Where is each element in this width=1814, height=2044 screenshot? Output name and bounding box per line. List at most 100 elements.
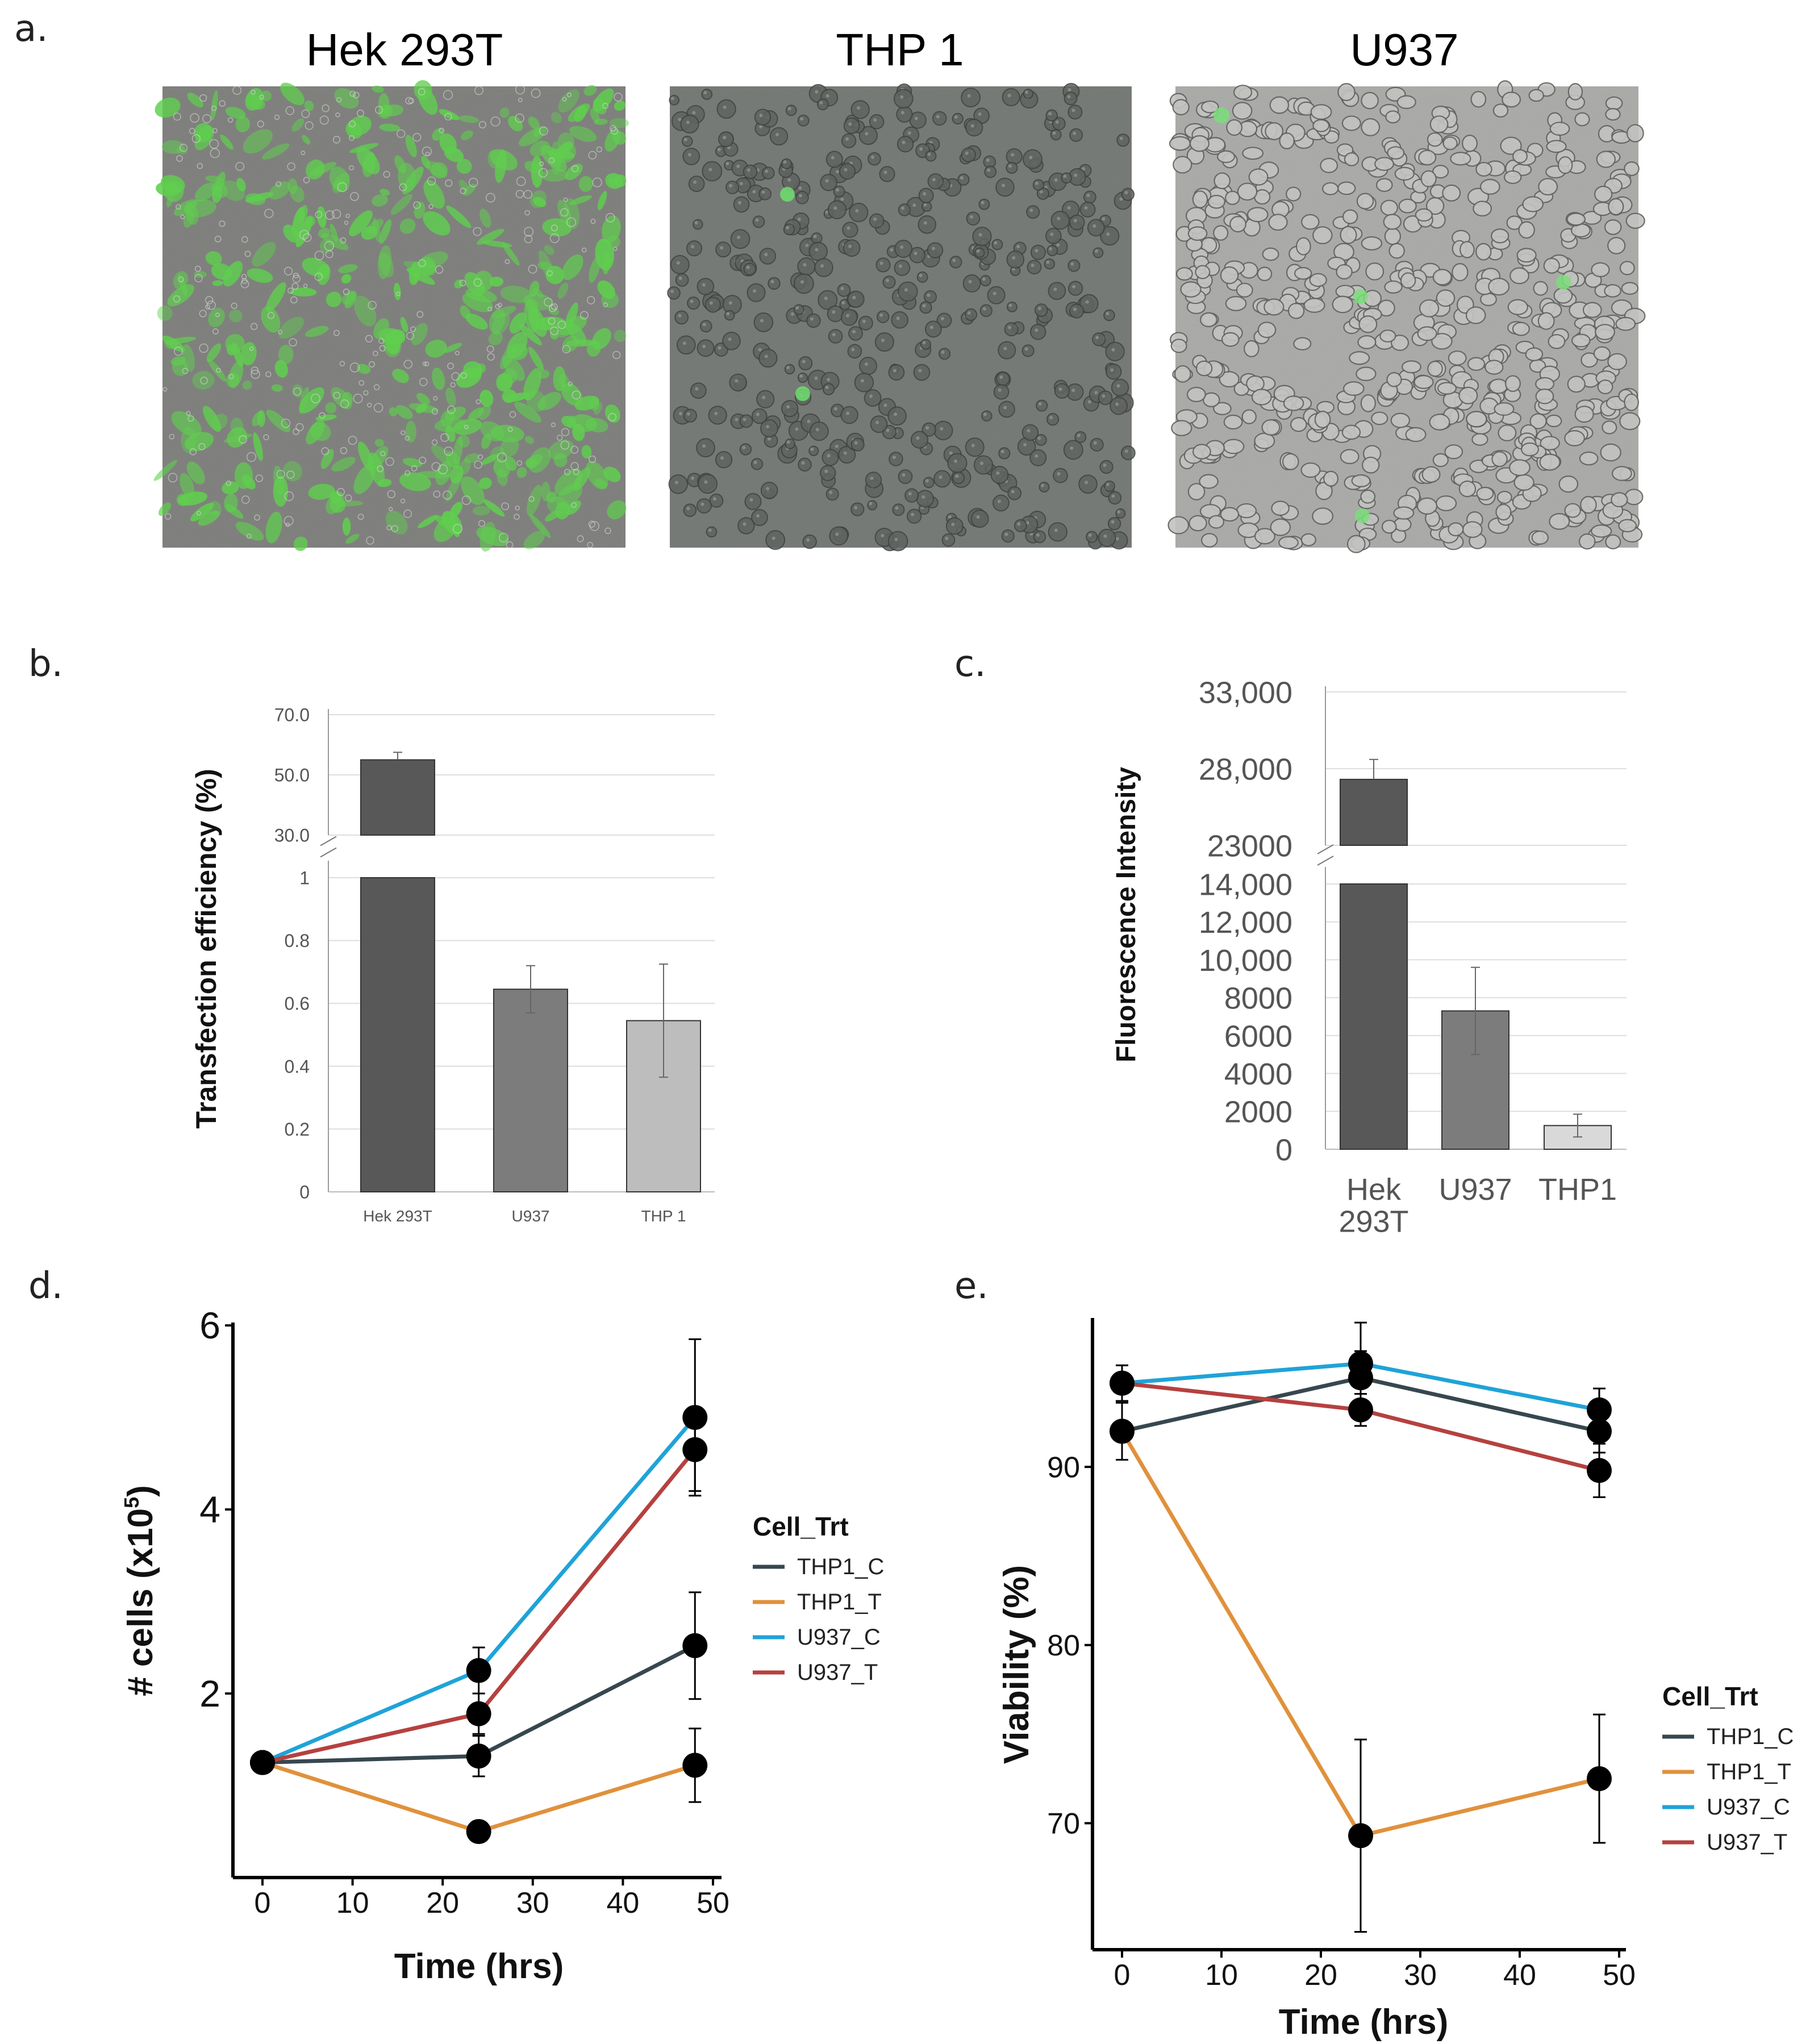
y-tick-label-upper: 23000 — [1207, 829, 1292, 863]
image-title-hek: Hek 293T — [306, 24, 503, 75]
panel-a-label: a. — [14, 8, 48, 50]
data-point-thp1_t — [1587, 1766, 1612, 1791]
legend-label-u937_c: U937_C — [1707, 1795, 1790, 1820]
legend-label-u937_t: U937_T — [1707, 1830, 1787, 1855]
axis-break-mark — [1317, 844, 1334, 854]
x-axis-title: Time (hrs) — [394, 1947, 564, 1986]
x-category-label: U937 — [512, 1207, 550, 1225]
axis-break-mark — [320, 847, 337, 858]
image-title-u937: U937 — [1350, 24, 1458, 75]
y-axis-title-close: ) — [121, 1485, 160, 1497]
y-tick-label-lower: 10,000 — [1199, 944, 1292, 978]
bar-lower-part — [1340, 883, 1408, 1150]
x-tick-label: 30 — [1404, 1959, 1437, 1992]
x-tick-label: 0 — [1114, 1959, 1131, 1992]
panel-label: b. — [28, 643, 63, 685]
x-category-label: Hek — [1346, 1173, 1402, 1207]
y-tick-label-lower: 0.2 — [285, 1119, 310, 1140]
x-tick-label: 20 — [426, 1887, 459, 1920]
data-point-u937_t — [1348, 1397, 1373, 1423]
micrograph-thp1 — [667, 83, 1136, 552]
micrograph-hek293t — [153, 80, 629, 552]
y-tick-label-upper: 50.0 — [274, 765, 310, 786]
legend-label-u937_t: U937_T — [797, 1660, 878, 1685]
x-category-label: Hek 293T — [363, 1207, 432, 1225]
data-point-thp1_t — [1348, 1823, 1373, 1849]
x-tick-label: 30 — [516, 1887, 549, 1920]
panel-label: d. — [28, 1265, 63, 1307]
y-tick-label: 70 — [1047, 1808, 1080, 1841]
y-axis-title: Viability (%) — [997, 1565, 1036, 1764]
data-point-u937_c — [682, 1405, 708, 1430]
legend-label-thp1_t: THP1_T — [1707, 1759, 1791, 1784]
bar-lower-part — [360, 877, 435, 1192]
data-point-u937_c — [466, 1658, 491, 1683]
x-tick-label: 50 — [1603, 1959, 1636, 1992]
data-point-thp1_t — [466, 1819, 491, 1845]
image-title-thp1: THP 1 — [836, 24, 964, 75]
micrograph-u937 — [1167, 80, 1646, 553]
legend-title: Cell_Trt — [1662, 1682, 1758, 1711]
data-point-u937_t — [1587, 1458, 1612, 1483]
y-tick-label: 80 — [1047, 1629, 1080, 1662]
x-tick-label: 20 — [1304, 1959, 1337, 1992]
y-tick-label-lower: 14,000 — [1199, 867, 1292, 902]
y-tick-label-lower: 8000 — [1224, 982, 1292, 1016]
y-tick-label-upper: 30.0 — [274, 825, 310, 846]
y-tick-label-lower: 12,000 — [1199, 906, 1292, 940]
legend-label-u937_c: U937_C — [797, 1625, 881, 1650]
y-tick-label-lower: 4000 — [1224, 1057, 1292, 1091]
y-tick-label-lower: 1 — [299, 868, 310, 888]
x-tick-label: 10 — [1205, 1959, 1238, 1992]
data-point-u937_t — [682, 1437, 708, 1462]
bar — [1340, 778, 1408, 846]
x-tick-label: 0 — [255, 1887, 271, 1920]
panel-e-viability-chart: e. 0 10 20 30 40 50 70 80 90 Time (hrs) Viability (… — [954, 1265, 1794, 2042]
data-point-u937_t — [1110, 1370, 1135, 1396]
y-tick-label-lower: 0.6 — [285, 994, 310, 1014]
x-category-label: 293T — [1338, 1205, 1408, 1239]
panel-d-cell-count-chart: d. 0 10 20 30 40 50 2 4 6 Time (hrs) # cells (x105)… — [28, 1265, 884, 1986]
data-point-u937_c — [1587, 1397, 1612, 1423]
y-tick-label-upper: 70.0 — [274, 705, 310, 725]
data-point-thp1_c — [1587, 1419, 1612, 1444]
y-axis-title: # cells (x105) — [120, 1485, 160, 1696]
y-tick-label: 4 — [199, 1488, 220, 1530]
y-tick-label-lower: 0.8 — [285, 931, 310, 951]
x-tick-label: 10 — [336, 1887, 369, 1920]
axis-break-mark — [320, 836, 337, 846]
y-tick-label-lower: 0 — [299, 1182, 310, 1203]
axis-break-mark — [1317, 856, 1334, 866]
y-tick-label-lower: 0.4 — [285, 1056, 310, 1077]
data-point-thp1_t — [682, 1753, 708, 1778]
y-tick-label: 90 — [1047, 1451, 1080, 1484]
data-point-u937_t — [250, 1750, 275, 1775]
legend-title: Cell_Trt — [753, 1512, 849, 1541]
y-tick-label-lower: 2000 — [1224, 1095, 1292, 1129]
legend-label-thp1_t: THP1_T — [797, 1590, 882, 1615]
bar — [493, 988, 568, 1192]
data-point-u937_c — [1348, 1351, 1373, 1376]
x-category-label: THP1 — [1538, 1173, 1617, 1207]
data-point-thp1_c — [466, 1743, 491, 1769]
y-tick-label: 6 — [199, 1304, 220, 1346]
panel-label: c. — [954, 643, 986, 685]
data-point-thp1_t — [1110, 1419, 1135, 1444]
y-tick-label-lower: 6000 — [1224, 1019, 1292, 1053]
x-tick-label: 40 — [606, 1887, 639, 1920]
x-category-label: U937 — [1438, 1173, 1512, 1207]
y-axis-title: Fluorescence Intensity — [1111, 767, 1141, 1062]
panel-b-transfection-chart: b. 30.0 50.0 70.0 0 0.2 0.4 0.6 0.8 1 Transfection… — [28, 643, 715, 1225]
y-tick-label-upper: 28,000 — [1199, 752, 1292, 786]
data-point-thp1_c — [682, 1633, 708, 1658]
legend-label-thp1_c: THP1_C — [1707, 1724, 1794, 1749]
y-axis-title-main: # cells (x10 — [121, 1508, 160, 1696]
x-tick-label: 40 — [1503, 1959, 1536, 1992]
panel-a: a. Hek 293T THP 1 U937 — [14, 8, 1646, 553]
y-tick-label-upper: 33,000 — [1199, 675, 1292, 710]
data-point-u937_t — [466, 1701, 491, 1726]
bar — [360, 759, 435, 836]
x-category-label: THP 1 — [641, 1207, 686, 1225]
